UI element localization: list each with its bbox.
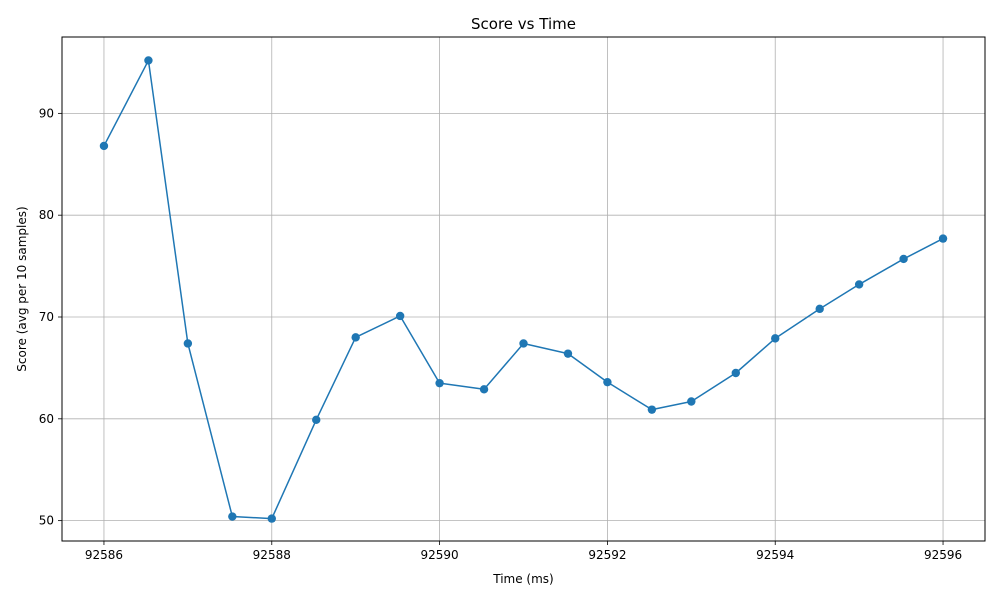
y-tick-label: 60 bbox=[39, 412, 54, 426]
y-tick-label: 90 bbox=[39, 106, 54, 120]
y-tick-label: 50 bbox=[39, 514, 54, 528]
x-tick-label: 92590 bbox=[420, 548, 458, 562]
data-point bbox=[312, 415, 321, 425]
x-tick-label: 92588 bbox=[253, 548, 291, 562]
data-point bbox=[899, 254, 908, 264]
data-point bbox=[395, 311, 405, 321]
data-point bbox=[228, 512, 237, 521]
x-tick-label: 92594 bbox=[756, 548, 794, 562]
data-point bbox=[815, 304, 824, 314]
data-point bbox=[938, 234, 948, 243]
plot-frame bbox=[61, 36, 986, 542]
series-layer bbox=[99, 56, 948, 523]
y-axis-label: Score (avg per 10 samples) bbox=[15, 206, 29, 371]
data-point bbox=[267, 514, 276, 523]
data-point bbox=[479, 385, 489, 394]
data-point bbox=[771, 334, 780, 343]
data-point bbox=[647, 405, 657, 414]
data-point bbox=[603, 377, 612, 387]
tick-layer: 92586 92588 92590 92592 92594 92596 50 60 70 80 90 bbox=[39, 106, 962, 562]
x-tick-label: 92586 bbox=[85, 548, 123, 562]
data-point bbox=[854, 280, 864, 289]
data-point bbox=[687, 397, 696, 406]
data-point bbox=[183, 339, 193, 348]
x-tick-label: 92592 bbox=[588, 548, 626, 562]
data-point bbox=[435, 378, 444, 388]
data-point bbox=[519, 339, 528, 348]
x-tick-label: 92596 bbox=[924, 548, 962, 562]
data-point bbox=[144, 56, 153, 65]
chart-title: Score vs Time bbox=[471, 15, 576, 33]
data-point bbox=[351, 333, 360, 342]
x-axis-label: Time (ms) bbox=[492, 572, 554, 586]
data-point bbox=[99, 141, 109, 151]
grid-layer bbox=[62, 37, 985, 541]
y-tick-label: 80 bbox=[39, 208, 54, 222]
data-point bbox=[731, 368, 740, 378]
y-tick-label: 70 bbox=[39, 310, 54, 324]
data-point bbox=[563, 349, 573, 358]
